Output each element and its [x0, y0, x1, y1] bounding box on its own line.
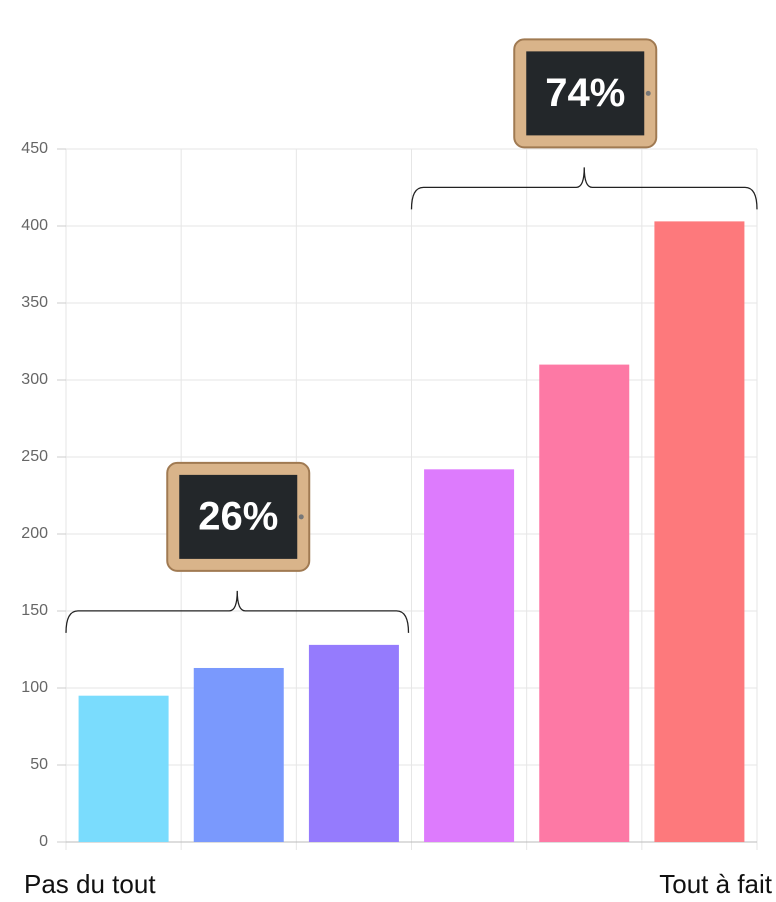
y-tick-label: 400 [21, 217, 48, 234]
annotation: 26% [198, 494, 278, 538]
y-tick-label: 100 [21, 679, 48, 696]
y-tick-label: 450 [21, 140, 48, 157]
bar [193, 667, 284, 842]
bar [424, 469, 515, 842]
bar [654, 221, 745, 842]
x-tick-label: Pas du tout [24, 869, 156, 899]
slate-peg [298, 514, 304, 520]
bar [539, 364, 630, 842]
slate-board [526, 51, 645, 136]
y-tick-label: 350 [21, 294, 48, 311]
slate-board [179, 474, 298, 559]
y-tick-label: 0 [39, 833, 48, 850]
annotation: 74% [545, 71, 625, 115]
y-tick-label: 200 [21, 525, 48, 542]
slate-peg [645, 90, 651, 96]
brace [65, 590, 410, 633]
x-tick-label: Tout à fait [659, 869, 773, 899]
bar [78, 695, 169, 842]
y-tick-label: 50 [30, 756, 48, 773]
bar [308, 644, 399, 842]
y-tick-label: 300 [21, 371, 48, 388]
brace [410, 167, 758, 210]
y-tick-label: 150 [21, 602, 48, 619]
y-tick-label: 250 [21, 448, 48, 465]
